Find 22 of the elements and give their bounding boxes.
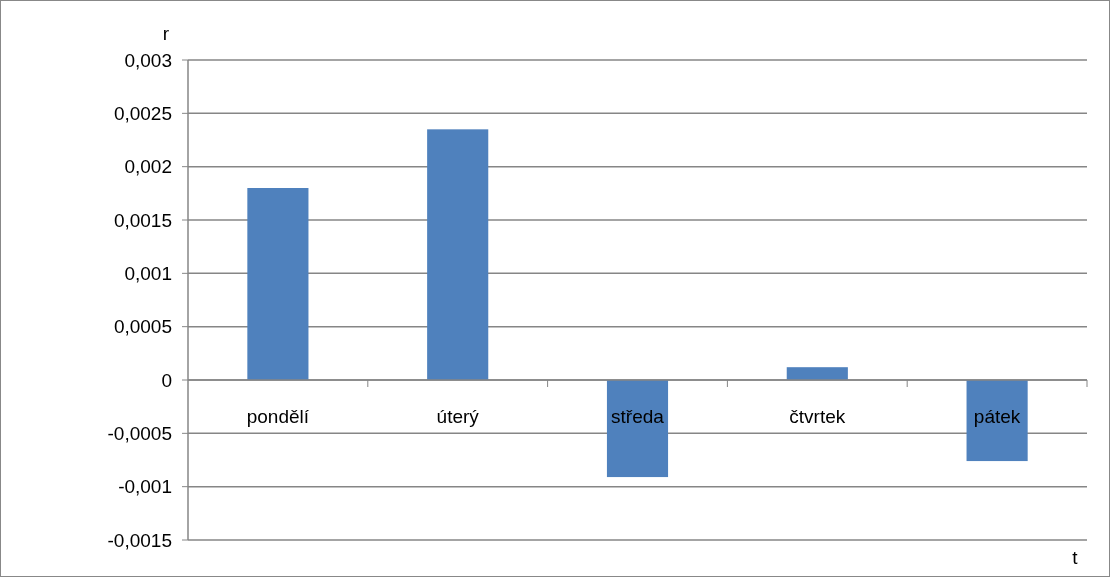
x-tick-label: úterý xyxy=(436,406,480,427)
y-tick-label: 0,0015 xyxy=(113,209,172,231)
bar xyxy=(966,380,1028,462)
x-tick-label: čtvrtek xyxy=(789,406,846,427)
y-tick-label: -0,001 xyxy=(118,476,172,498)
y-axis-title: r xyxy=(162,23,170,44)
y-tick-label: 0,0025 xyxy=(113,102,172,124)
x-tick-label: pátek xyxy=(973,406,1021,427)
bar xyxy=(247,188,309,380)
y-tick-label: -0,0015 xyxy=(107,529,172,551)
y-tick-label: 0,002 xyxy=(124,156,172,178)
x-tick-label: středa xyxy=(611,406,665,427)
y-tick-label: 0,003 xyxy=(124,49,172,71)
y-tick-label: 0 xyxy=(161,369,172,391)
y-tick-label: -0,0005 xyxy=(107,422,172,444)
bar xyxy=(427,129,489,380)
bar xyxy=(606,380,669,478)
y-tick-label: 0,0005 xyxy=(113,316,172,338)
y-tick-label: 0,001 xyxy=(124,262,172,284)
x-axis-title: t xyxy=(1072,547,1079,568)
bar xyxy=(786,367,848,380)
x-tick-label: pondělí xyxy=(246,406,310,427)
